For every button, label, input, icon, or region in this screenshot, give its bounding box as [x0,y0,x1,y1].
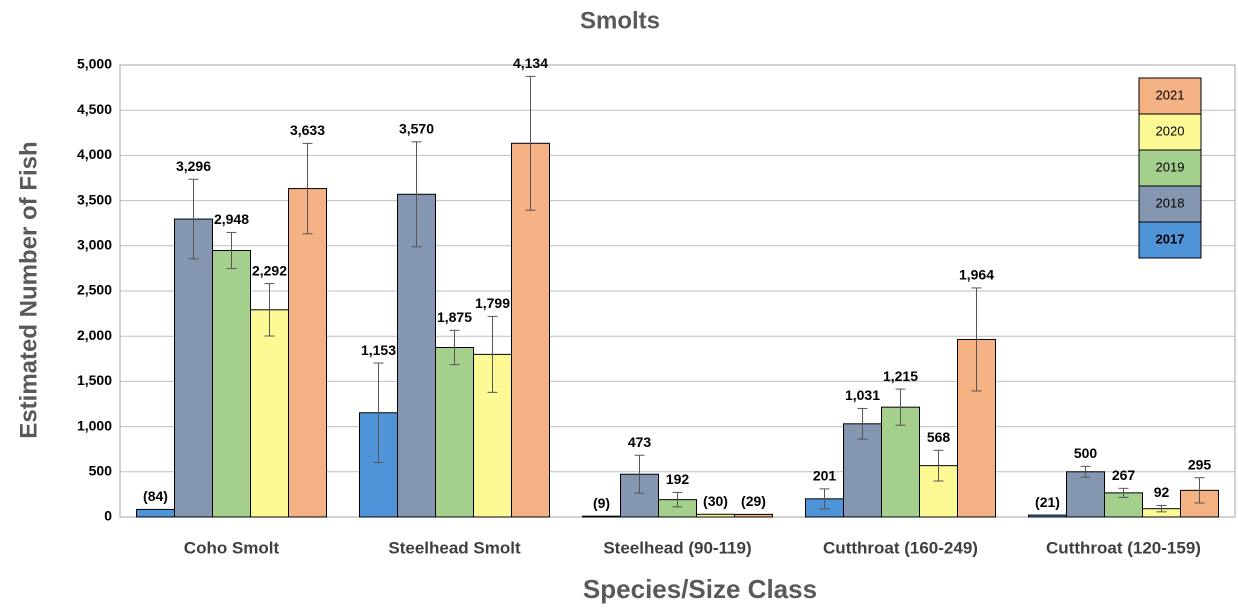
y-tick-label: 3,500 [77,191,112,207]
data-label: 1,799 [475,295,510,311]
error-bar [895,388,906,426]
legend-label: 2021 [1156,87,1185,102]
error-bar [449,329,460,366]
error-bar [302,142,313,235]
bar [582,515,621,518]
bar [212,250,251,518]
data-label: 1,153 [361,342,396,358]
error-bar [1156,505,1167,513]
error-bar [971,287,982,392]
data-label: 3,633 [290,122,325,138]
data-label: 295 [1188,456,1212,472]
error-bar [373,362,384,463]
data-label: 192 [666,471,690,487]
error-bar [1194,477,1205,504]
error-bar [857,407,868,440]
y-tick-label: 500 [89,463,113,479]
y-axis-label: Estimated Number of Fish [15,141,42,438]
legend-label: 2018 [1156,195,1185,210]
data-label: 1,031 [845,387,880,403]
bar [250,309,289,518]
data-label: (9) [593,495,610,511]
data-label: (21) [1035,494,1060,510]
data-label: 1,215 [883,368,918,384]
legend-swatch [1138,77,1202,115]
bar [136,508,175,518]
error-bar [634,454,645,494]
bar [174,218,213,518]
y-tick-label: 2,000 [77,327,112,343]
y-tick-label: 5,000 [77,56,112,72]
data-label: 1,875 [437,309,472,325]
error-bar [525,75,536,211]
error-bar [1118,487,1129,498]
data-label: 4,134 [513,55,548,71]
x-axis-label: Species/Size Class [583,574,817,604]
x-tick-label: Steelhead Smolt [388,538,521,557]
y-tick-label: 1,500 [77,372,112,388]
error-bar [819,488,830,510]
legend-swatch [1138,185,1202,223]
legend-swatch [1138,113,1202,151]
error-bar [672,491,683,508]
data-label: 1,964 [959,267,994,283]
error-bar [933,449,944,482]
x-tick-label: Coho Smolt [184,538,280,557]
error-bar [188,178,199,260]
y-tick-label: 4,500 [77,101,112,117]
data-label: (29) [741,493,766,509]
data-label: 92 [1154,484,1170,500]
bar [288,188,327,518]
y-tick-label: 4,000 [77,146,112,162]
bar [696,513,735,518]
legend-label: 2019 [1156,159,1185,174]
error-bar [487,315,498,393]
y-tick-label: 2,500 [77,282,112,298]
legend-swatch [1138,221,1202,259]
legend-label: 2017 [1156,231,1185,246]
error-bar [1080,465,1091,478]
data-label: (84) [143,488,168,504]
y-tick-label: 1,000 [77,417,112,433]
data-label: 201 [813,468,837,484]
bar [397,193,436,518]
x-tick-label: Cutthroat (160-249) [823,538,978,557]
data-label: 473 [628,434,652,450]
legend-label: 2020 [1156,123,1185,138]
data-label: 2,948 [214,211,249,227]
chart-title: Smolts [580,7,660,34]
bar [734,513,773,518]
data-label: (30) [703,493,728,509]
bar [1028,514,1067,518]
x-tick-label: Cutthroat (120-159) [1046,538,1201,557]
data-label: 267 [1112,467,1136,483]
y-tick-label: 0 [104,508,112,524]
data-label: 3,296 [176,158,211,174]
bar [1066,471,1105,518]
data-label: 500 [1074,445,1098,461]
error-bar [411,141,422,248]
x-tick-label: Steelhead (90-119) [603,538,751,557]
error-bar [226,231,237,270]
data-label: 3,570 [399,121,434,137]
data-label: 2,292 [252,262,287,278]
error-bar [264,283,275,337]
data-label: 568 [927,429,951,445]
bar [620,473,659,518]
bar [435,347,474,518]
y-tick-label: 3,000 [77,237,112,253]
